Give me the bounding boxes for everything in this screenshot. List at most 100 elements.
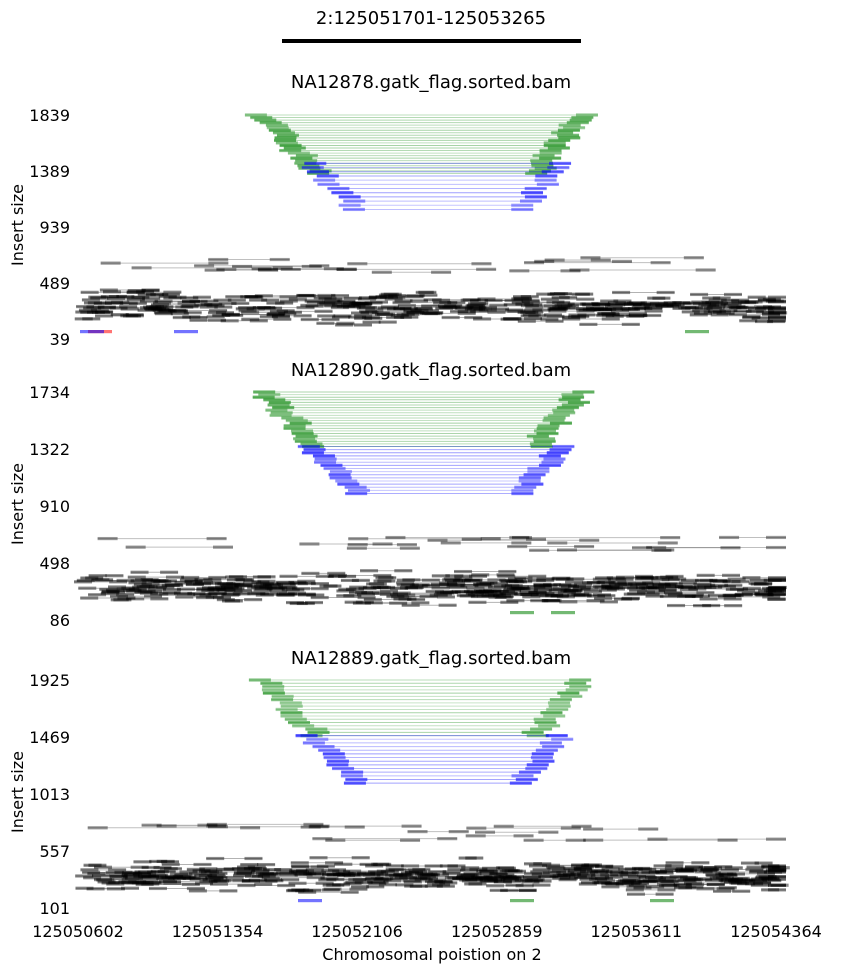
read-pair [628, 313, 662, 318]
read-pair [580, 864, 614, 868]
read-pair [194, 577, 253, 582]
read-pair [331, 191, 544, 195]
read-pair [135, 882, 200, 887]
read-pair [396, 578, 440, 582]
read-pair [393, 307, 418, 311]
read-pair [220, 584, 273, 588]
read-pair [275, 141, 566, 145]
read-pair [653, 583, 716, 587]
read-pair [744, 300, 786, 304]
read-pair [606, 576, 655, 580]
read-pair [746, 865, 781, 869]
read-pair [645, 875, 679, 880]
read-pair [693, 311, 735, 315]
read-pair [647, 296, 671, 300]
read-pair [276, 133, 580, 137]
read-pair [601, 867, 643, 871]
read-pair [88, 295, 150, 299]
read-pair [301, 451, 569, 455]
read-pair [473, 589, 521, 593]
read-pair [343, 781, 532, 785]
read-pair [674, 886, 737, 890]
read-pair [635, 575, 674, 580]
read-pair [148, 579, 203, 583]
read-pair [283, 426, 559, 430]
read-pair [478, 308, 543, 312]
read-pair [649, 870, 713, 874]
read-pair [259, 585, 296, 589]
read-pair [684, 881, 748, 885]
read-pair [277, 593, 325, 597]
read-pair [529, 864, 589, 868]
read-pair [674, 868, 739, 872]
read-pair [488, 595, 513, 599]
read-pair [297, 444, 575, 449]
read-pair [655, 869, 695, 874]
read-pair [633, 867, 695, 871]
read-pair [216, 588, 272, 592]
x-axis: 125050602 125051354 125052106 125052859 1250… [32, 922, 822, 941]
read-pair [489, 888, 537, 892]
read-pair [565, 580, 616, 584]
read-pair [100, 261, 229, 265]
read-pair [404, 870, 461, 874]
read-pair [373, 878, 433, 882]
read-pair [208, 257, 290, 262]
read-pair [326, 763, 549, 767]
read-pair [302, 444, 553, 449]
read-pair [143, 307, 167, 311]
read-pair [195, 581, 222, 585]
read-pair [547, 292, 590, 296]
read-pair [80, 868, 127, 872]
read-pair [388, 868, 426, 872]
y-tick-label: 939 [39, 218, 70, 237]
read-pair [475, 876, 522, 880]
read-pair [549, 292, 572, 296]
read-pair [664, 582, 712, 586]
read-pair [188, 876, 244, 880]
read-pair [271, 698, 572, 702]
read-pair [427, 881, 458, 885]
read-pair [723, 306, 786, 310]
read-pair [749, 578, 786, 583]
read-pair [559, 600, 618, 604]
read-pairs [74, 390, 787, 615]
read-pair [225, 575, 271, 579]
read-pair [159, 867, 182, 871]
read-pair [397, 303, 463, 308]
read-pair [763, 578, 786, 582]
read-pair [295, 154, 555, 158]
read-pair [531, 872, 581, 876]
read-pair [100, 591, 158, 595]
read-pair [591, 301, 634, 306]
read-pair [438, 305, 461, 309]
read-pair [359, 862, 392, 867]
panels: NA12878.gatk_flag.sorted.bam Insert size 3… [8, 72, 790, 918]
read-pair [625, 888, 676, 892]
read-pair [127, 289, 160, 293]
read-pair [447, 876, 483, 880]
read-pair [728, 879, 753, 883]
read-pair [594, 596, 640, 600]
read-pair [594, 865, 624, 869]
read-pair [578, 308, 612, 312]
read-pair [250, 870, 309, 874]
read-pair [637, 590, 666, 594]
read-pair [222, 312, 285, 317]
read-pair [721, 299, 777, 303]
read-pair [604, 307, 639, 311]
read-pair [430, 582, 492, 586]
read-pair [188, 889, 238, 893]
read-pair [299, 542, 393, 546]
read-pair [464, 882, 487, 886]
read-pair [488, 585, 546, 589]
read-pair [116, 294, 177, 299]
read-pair [305, 868, 347, 872]
read-pair [719, 535, 786, 540]
read-pair [507, 544, 595, 549]
read-pair [208, 879, 230, 883]
read-pair [486, 884, 534, 888]
read-pair [304, 161, 572, 166]
read-pair [97, 306, 159, 310]
